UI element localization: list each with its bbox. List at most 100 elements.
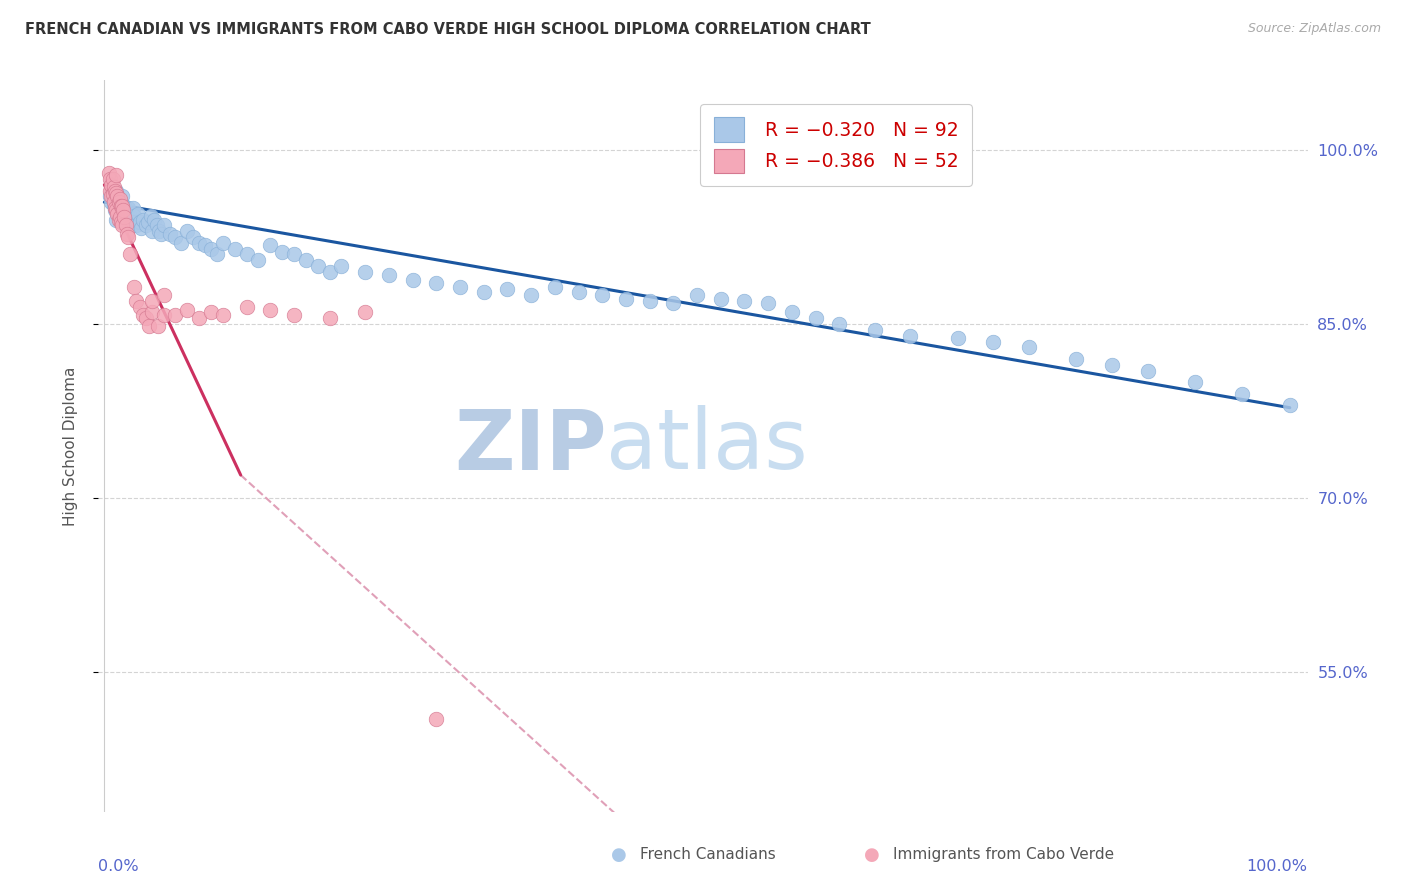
Point bbox=[472, 285, 495, 299]
Text: French Canadians: French Canadians bbox=[640, 847, 776, 862]
Point bbox=[780, 305, 803, 319]
Point bbox=[1278, 398, 1301, 412]
Point bbox=[165, 230, 187, 244]
Point bbox=[614, 292, 637, 306]
Point bbox=[247, 253, 270, 268]
Point bbox=[107, 201, 129, 215]
Point bbox=[101, 192, 124, 206]
Point bbox=[283, 247, 305, 261]
Point bbox=[662, 296, 685, 310]
Point bbox=[425, 277, 447, 291]
Point bbox=[98, 189, 121, 203]
Point bbox=[756, 296, 779, 310]
Point bbox=[108, 203, 131, 218]
Point bbox=[307, 259, 329, 273]
Point bbox=[138, 319, 160, 334]
Point bbox=[425, 712, 447, 726]
Point bbox=[638, 293, 661, 308]
Point bbox=[271, 245, 294, 260]
Point bbox=[200, 242, 222, 256]
Point bbox=[115, 212, 138, 227]
Point bbox=[122, 280, 145, 294]
Point bbox=[1018, 340, 1040, 354]
Point bbox=[141, 224, 163, 238]
Point bbox=[181, 230, 204, 244]
Point bbox=[111, 219, 134, 233]
Point bbox=[188, 311, 211, 326]
Point bbox=[804, 311, 827, 326]
Point bbox=[111, 189, 134, 203]
Point bbox=[1066, 351, 1088, 366]
Point bbox=[686, 288, 709, 302]
Point bbox=[946, 331, 969, 345]
Point bbox=[100, 195, 122, 210]
Point bbox=[98, 166, 121, 180]
Point bbox=[1184, 375, 1206, 389]
Point bbox=[378, 268, 401, 283]
Point bbox=[127, 207, 149, 221]
Point bbox=[103, 180, 125, 194]
Point bbox=[120, 247, 142, 261]
Point bbox=[136, 215, 159, 229]
Point bbox=[132, 308, 155, 322]
Point bbox=[121, 201, 143, 215]
Point bbox=[117, 201, 139, 215]
Point bbox=[259, 238, 281, 252]
Point bbox=[152, 288, 174, 302]
Point bbox=[176, 303, 198, 318]
Point bbox=[567, 285, 589, 299]
Y-axis label: High School Diploma: High School Diploma bbox=[63, 367, 77, 525]
Point bbox=[129, 300, 152, 314]
Point bbox=[135, 311, 157, 326]
Point bbox=[152, 219, 174, 233]
Point bbox=[520, 288, 543, 302]
Point bbox=[205, 247, 228, 261]
Point bbox=[194, 238, 217, 252]
Point bbox=[110, 199, 132, 213]
Text: 100.0%: 100.0% bbox=[1247, 859, 1308, 874]
Text: atlas: atlas bbox=[606, 406, 808, 486]
Point bbox=[591, 288, 613, 302]
Point bbox=[105, 201, 128, 215]
Point bbox=[129, 220, 152, 235]
Point bbox=[132, 212, 155, 227]
Point bbox=[103, 195, 125, 210]
Point bbox=[734, 293, 756, 308]
Point bbox=[107, 195, 129, 210]
Point bbox=[105, 189, 128, 203]
Point bbox=[188, 235, 211, 250]
Point bbox=[114, 205, 136, 219]
Point bbox=[828, 317, 851, 331]
Point bbox=[200, 305, 222, 319]
Point bbox=[118, 207, 141, 221]
Point bbox=[141, 305, 163, 319]
Point bbox=[143, 212, 166, 227]
Point bbox=[170, 235, 193, 250]
Point bbox=[283, 308, 305, 322]
Point bbox=[100, 178, 122, 192]
Point bbox=[259, 303, 281, 318]
Point bbox=[129, 215, 152, 229]
Point bbox=[449, 280, 471, 294]
Text: ●: ● bbox=[863, 846, 880, 863]
Point bbox=[98, 184, 121, 198]
Point bbox=[111, 199, 134, 213]
Point bbox=[1232, 386, 1254, 401]
Point bbox=[135, 219, 157, 233]
Point bbox=[105, 184, 128, 198]
Point bbox=[125, 219, 148, 233]
Point bbox=[1136, 363, 1159, 377]
Point bbox=[152, 308, 174, 322]
Point bbox=[105, 212, 128, 227]
Point bbox=[125, 293, 148, 308]
Point bbox=[710, 292, 733, 306]
Point bbox=[159, 227, 181, 241]
Point bbox=[108, 211, 131, 225]
Point bbox=[104, 201, 127, 215]
Point bbox=[318, 311, 340, 326]
Point bbox=[212, 308, 235, 322]
Point bbox=[330, 259, 353, 273]
Point bbox=[111, 207, 134, 221]
Point bbox=[121, 219, 143, 233]
Point bbox=[139, 209, 162, 223]
